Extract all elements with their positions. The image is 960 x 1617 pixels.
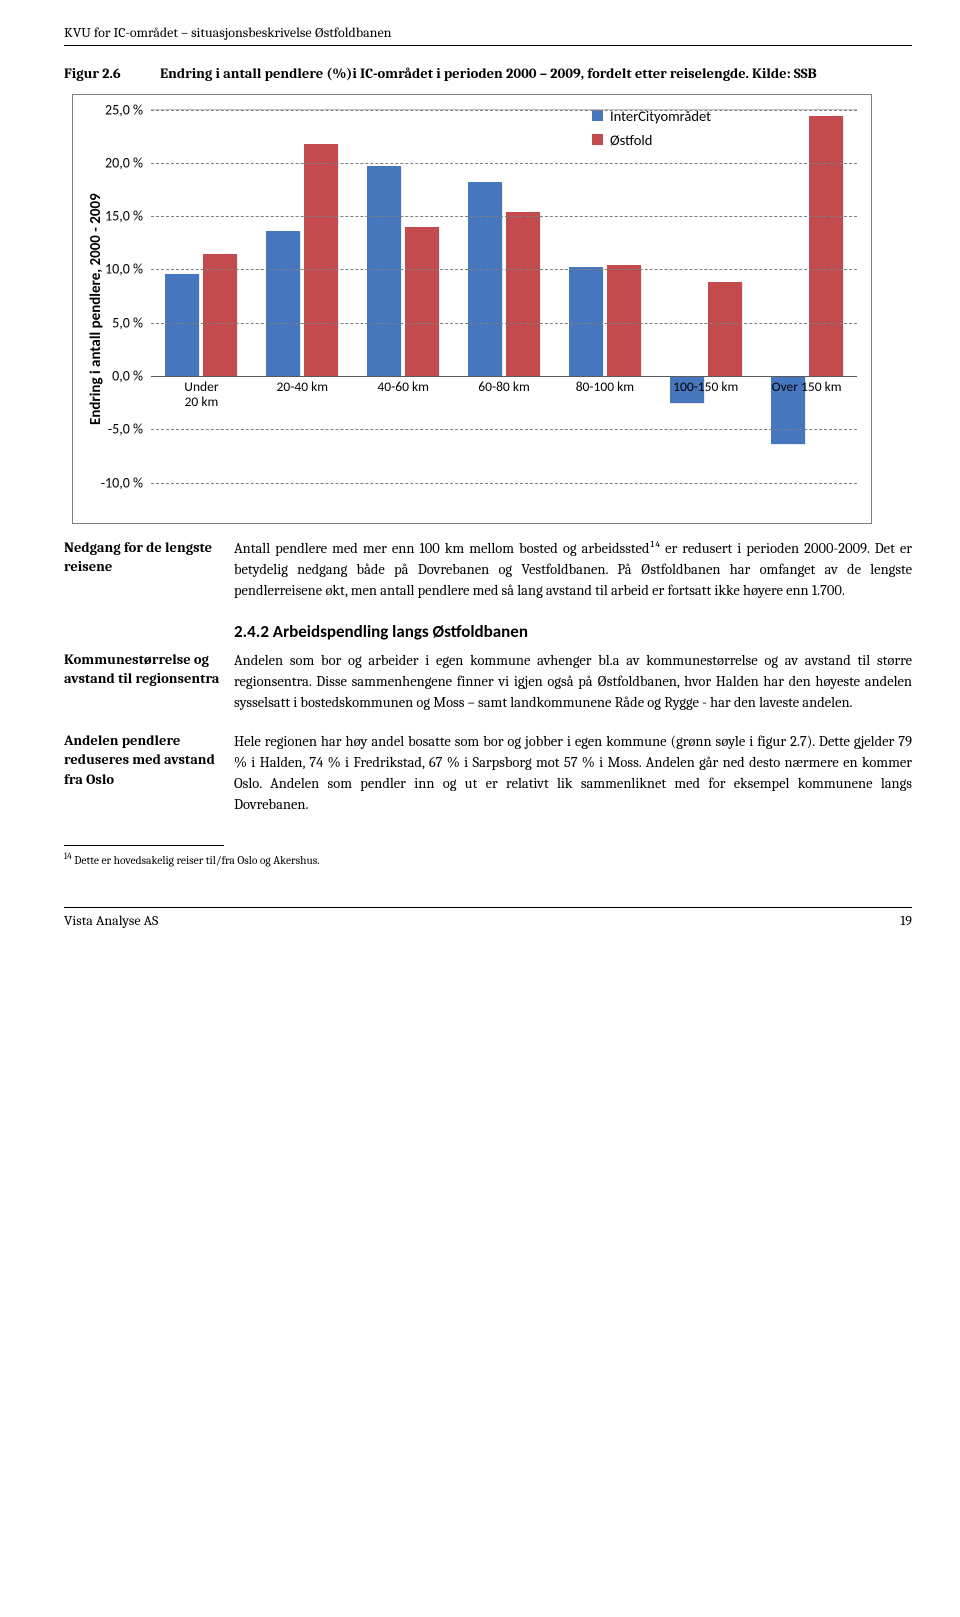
chart-gridline	[151, 483, 857, 484]
chart-x-tick: 20-40 km	[252, 380, 353, 395]
chart-plot-area: Under20 km20-40 km40-60 km60-80 km80-100…	[151, 109, 857, 483]
chart-gridline	[151, 163, 857, 164]
body-text: Andelen som bor og arbeider i egen kommu…	[234, 650, 912, 713]
chart-bar	[367, 166, 401, 376]
body-text: Hele regionen har høy andel bosatte som …	[234, 731, 912, 815]
figure-caption: Figur 2.6 Endring i antall pendlere (%)i…	[64, 64, 912, 84]
chart-bar	[607, 265, 641, 376]
chart-gridline	[151, 323, 857, 324]
chart-gridline	[151, 269, 857, 270]
chart-x-tick: 60-80 km	[454, 380, 555, 395]
chart-category: 60-80 km	[454, 110, 555, 483]
chart-bar	[304, 144, 338, 376]
chart: InterCityområdetØstfold Endring i antall…	[72, 94, 912, 524]
chart-frame: InterCityområdetØstfold Endring i antall…	[72, 94, 872, 524]
chart-y-tick: 0,0 %	[95, 367, 143, 384]
chart-category: 40-60 km	[353, 110, 454, 483]
chart-y-tick: 20,0 %	[95, 154, 143, 171]
chart-bar	[506, 212, 540, 376]
margin-label: Nedgang for de lengste reisene	[64, 538, 234, 601]
chart-bar	[708, 282, 742, 376]
chart-gridline	[151, 110, 857, 111]
paragraph-andelen-pendlere: Andelen pendlere reduseres med avstand f…	[64, 731, 912, 815]
chart-y-tick: -5,0 %	[95, 421, 143, 438]
chart-bar	[266, 231, 300, 376]
running-head: KVU for IC-området – situasjonsbeskrivel…	[64, 24, 912, 41]
footnote-rule	[64, 845, 224, 846]
footnote-text: Dette er hovedsakelig reiser til/fra Osl…	[72, 854, 320, 867]
chart-categories: Under20 km20-40 km40-60 km60-80 km80-100…	[151, 110, 857, 483]
footer-right: 19	[900, 912, 912, 929]
figure-caption-text: Endring i antall pendlere (%)i IC-område…	[160, 64, 912, 84]
chart-y-tick: 5,0 %	[95, 314, 143, 331]
chart-gridline	[151, 216, 857, 217]
chart-gridline	[151, 376, 857, 377]
footnote: 14 Dette er hovedsakelig reiser til/fra …	[64, 852, 912, 867]
chart-category: 80-100 km	[554, 110, 655, 483]
chart-bar	[809, 116, 843, 376]
footnote-number: 14	[64, 852, 72, 862]
paragraph-nedgang: Nedgang for de lengste reisene Antall pe…	[64, 538, 912, 601]
chart-category: Under20 km	[151, 110, 252, 483]
chart-bar	[165, 274, 199, 376]
chart-bar	[405, 227, 439, 376]
chart-x-tick: Over 150 km	[756, 380, 857, 395]
chart-y-tick: 15,0 %	[95, 208, 143, 225]
chart-x-tick: Under20 km	[151, 380, 252, 410]
footer-rule	[64, 907, 912, 908]
page-footer: Vista Analyse AS 19	[64, 912, 912, 929]
margin-label: Andelen pendlere reduseres med avstand f…	[64, 731, 234, 815]
chart-y-axis-label: Endring i antall pendlere, 2000 - 2009	[87, 193, 105, 425]
paragraph-kommunestorrelse: Kommunestørrelse og avstand til regionse…	[64, 650, 912, 713]
subsection-heading: 2.4.2 Arbeidspendling langs Østfoldbanen	[234, 621, 912, 642]
chart-y-tick: -10,0 %	[95, 474, 143, 491]
chart-x-tick: 80-100 km	[554, 380, 655, 395]
footer-left: Vista Analyse AS	[64, 912, 158, 929]
chart-category: Over 150 km	[756, 110, 857, 483]
chart-bar	[569, 267, 603, 376]
header-rule	[64, 45, 912, 46]
chart-x-tick: 100-150 km	[655, 380, 756, 395]
chart-category: 100-150 km	[655, 110, 756, 483]
figure-label: Figur 2.6	[64, 64, 160, 84]
chart-bar	[203, 254, 237, 375]
margin-label: Kommunestørrelse og avstand til regionse…	[64, 650, 234, 713]
chart-y-tick: 25,0 %	[95, 101, 143, 118]
chart-category: 20-40 km	[252, 110, 353, 483]
chart-x-tick: 40-60 km	[353, 380, 454, 395]
chart-y-tick: 10,0 %	[95, 261, 143, 278]
body-text: Antall pendlere med mer enn 100 km mello…	[234, 538, 912, 601]
chart-gridline	[151, 429, 857, 430]
chart-bar	[468, 182, 502, 376]
